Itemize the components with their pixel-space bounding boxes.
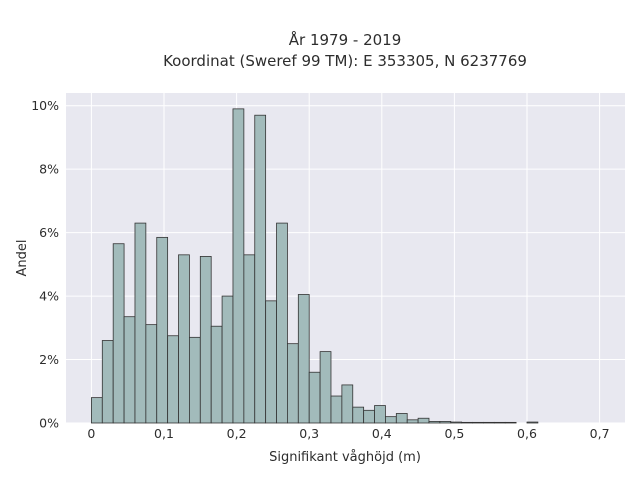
histogram-bar-15 [254, 114, 267, 424]
histogram-bar-0 [91, 397, 103, 424]
histogram-bar-1 [101, 340, 114, 424]
histogram-bar-11 [210, 325, 223, 424]
histogram-bar-2 [112, 243, 125, 424]
histogram-bar-3 [123, 316, 136, 424]
x-tick-label-5: 0,5 [444, 426, 464, 441]
histogram-bar-26 [374, 405, 386, 424]
histogram-bar-17 [276, 222, 288, 424]
histogram-bar-20 [308, 371, 321, 424]
y-tick-label-0: 0% [39, 416, 59, 431]
x-tick-label-7: 0,7 [590, 426, 610, 441]
histogram-bar-21 [319, 351, 332, 424]
histogram-bar-12 [221, 295, 234, 424]
x-axis-label: Signifikant våghöjd (m) [269, 450, 421, 465]
histogram-bar-31 [428, 421, 441, 424]
y-axis-label: Andel [15, 240, 30, 277]
histogram-bar-27 [385, 416, 397, 424]
x-tick-label-2: 0,2 [227, 426, 247, 441]
histogram-bar-29 [406, 419, 419, 424]
y-tick-label-1: 2% [39, 352, 59, 367]
histogram-bar-37 [493, 421, 506, 424]
histogram-bar-30 [417, 417, 430, 424]
y-tick-label-2: 4% [39, 289, 59, 304]
x-tick-label-1: 0,1 [154, 426, 174, 441]
x-tick-label-0: 0 [87, 426, 95, 441]
y-tick-label-4: 8% [39, 162, 59, 177]
histogram-bar-18 [287, 343, 299, 424]
histogram-bar-39 [526, 421, 539, 424]
histogram-bar-8 [178, 254, 190, 424]
chart-title-line1: År 1979 - 2019 [289, 30, 402, 49]
histogram-bar-32 [439, 421, 452, 424]
histogram-bar-6 [156, 236, 169, 424]
histogram-bar-24 [352, 406, 365, 424]
histogram-bar-4 [134, 222, 147, 424]
x-axis-ticks: 0 0,1 0,2 0,3 0,4 0,5 0,6 0,7 [87, 426, 609, 441]
histogram-bar-10 [199, 256, 212, 424]
histogram-bar-9 [189, 336, 201, 424]
histogram-bar-23 [341, 384, 354, 424]
x-tick-label-4: 0,4 [372, 426, 392, 441]
x-tick-label-6: 0,6 [517, 426, 537, 441]
histogram-bar-35 [472, 421, 484, 424]
histogram-bar-33 [450, 421, 463, 424]
histogram-bar-13 [232, 108, 245, 424]
histogram-bar-7 [167, 335, 179, 424]
histogram-bar-36 [483, 421, 495, 424]
histogram-bar-19 [297, 294, 310, 424]
y-tick-label-3: 6% [39, 225, 59, 240]
x-tick-label-3: 0,3 [299, 426, 319, 441]
histogram-bar-34 [461, 421, 473, 424]
histogram-bar-14 [243, 254, 256, 424]
y-axis-ticks: 0% 2% 4% 6% 8% 10% [31, 98, 59, 430]
y-tick-label-5: 10% [31, 98, 59, 113]
histogram-bars [91, 108, 539, 424]
histogram-bar-25 [363, 409, 375, 424]
histogram-bar-5 [145, 324, 158, 424]
histogram-bar-16 [265, 300, 277, 424]
chart-title-line2: Koordinat (Sweref 99 TM): E 353305, N 62… [163, 52, 527, 70]
histogram-bar-38 [504, 421, 517, 424]
histogram-bar-28 [395, 413, 408, 424]
histogram-bar-22 [330, 395, 343, 424]
